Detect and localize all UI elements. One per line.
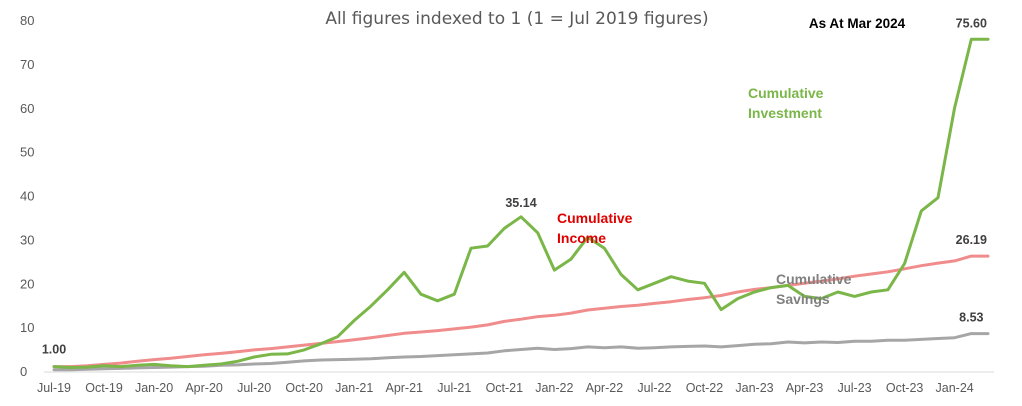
series-name-label: Savings	[776, 291, 830, 307]
x-tick-label: Apr-21	[385, 381, 423, 395]
series-group	[52, 37, 990, 372]
x-tick-label: Jan-22	[535, 381, 573, 395]
data-label: 1.00	[42, 343, 66, 357]
data-label: 8.53	[959, 311, 983, 325]
series-line-cumulative-income	[52, 254, 990, 369]
series-name-label: Investment	[748, 105, 822, 121]
series-line-cumulative-investment	[52, 37, 990, 369]
x-tick-label: Jul-20	[237, 381, 271, 395]
series-line-cumulative-savings	[52, 332, 990, 372]
x-tick-label: Oct-20	[285, 381, 323, 395]
y-tick-label: 30	[20, 232, 34, 247]
y-axis: 0 10 20 30 40 50 60 70 80	[20, 13, 34, 379]
x-tick-label: Oct-22	[686, 381, 724, 395]
data-label: 26.19	[956, 233, 987, 247]
x-tick-label: Apr-23	[786, 381, 824, 395]
series-name-label: Cumulative	[776, 271, 852, 287]
series-name-label: Cumulative	[557, 210, 633, 226]
x-tick-label: Jul-23	[838, 381, 872, 395]
x-tick-label: Apr-20	[185, 381, 223, 395]
series-name-label: Cumulative	[748, 85, 824, 101]
x-tick-label: Apr-22	[586, 381, 624, 395]
y-tick-label: 20	[20, 276, 34, 291]
x-tick-label: Jan-24	[936, 381, 974, 395]
y-tick-label: 60	[20, 101, 34, 116]
data-label: 75.60	[956, 16, 987, 30]
y-tick-label: 0	[20, 364, 27, 379]
data-label: 35.14	[505, 196, 536, 210]
y-tick-label: 50	[20, 145, 34, 160]
x-tick-label: Jan-20	[135, 381, 173, 395]
x-tick-label: Oct-21	[486, 381, 524, 395]
y-tick-label: 40	[20, 189, 34, 204]
x-tick-label: Jul-21	[437, 381, 471, 395]
y-tick-label: 80	[20, 13, 34, 28]
x-tick-label: Oct-19	[85, 381, 123, 395]
y-tick-label: 10	[20, 320, 34, 335]
x-tick-label: Jul-22	[637, 381, 671, 395]
series-name-label: Income	[557, 230, 606, 246]
x-tick-label: Jan-21	[335, 381, 373, 395]
x-tick-label: Oct-23	[886, 381, 924, 395]
data-labels: 1.00 35.14 75.60 26.19 8.53	[42, 16, 987, 356]
x-axis: Jul-19 Oct-19 Jan-20 Apr-20 Jul-20 Oct-20 Jan-…	[37, 371, 994, 395]
chart-title: All figures indexed to 1 (1 = Jul 2019 f…	[325, 9, 708, 29]
series-labels: Cumulative Investment Cumulative Income Cumu…	[557, 85, 852, 307]
x-tick-label: Jan-23	[735, 381, 773, 395]
x-tick-label: Jul-19	[37, 381, 71, 395]
chart-subtitle: As At Mar 2024	[809, 16, 906, 31]
y-tick-label: 70	[20, 57, 34, 72]
